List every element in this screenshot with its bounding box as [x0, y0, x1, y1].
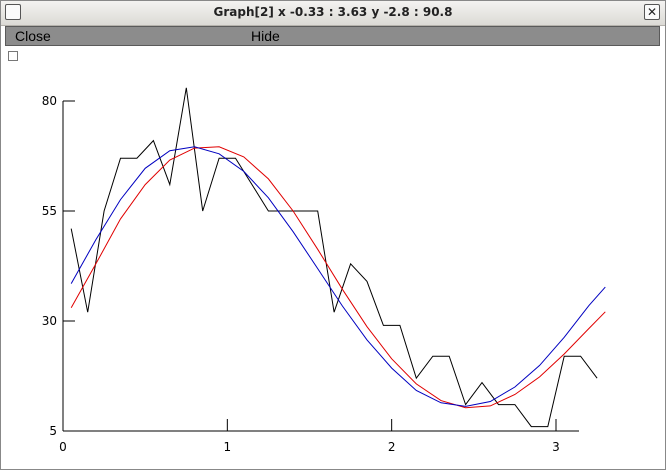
window-title: Graph[2] x -0.33 : 3.63 y -2.8 : 90.8 — [213, 5, 453, 19]
x-tick-label: 1 — [224, 440, 232, 454]
title-bar[interactable]: Graph[2] x -0.33 : 3.63 y -2.8 : 90.8 ✕ — [1, 1, 665, 26]
plot-lines — [70, 87, 606, 428]
hide-menu-item[interactable]: Hide — [251, 28, 280, 44]
window-menu-button[interactable] — [5, 4, 21, 20]
x-tick-label: 2 — [388, 440, 396, 454]
y-tick-label: 30 — [42, 314, 57, 328]
y-tick-label: 55 — [42, 204, 57, 218]
chart-axes: 0 1 2 3 5 30 55 80 — [42, 94, 579, 454]
toggle-checkbox[interactable] — [8, 51, 18, 61]
x-tick-label: 0 — [59, 440, 67, 454]
data-series-line — [70, 87, 598, 428]
close-menu-item[interactable]: Close — [15, 28, 51, 44]
menu-bar: Close Hide — [5, 26, 660, 46]
y-tick-label: 5 — [49, 424, 57, 438]
close-window-button[interactable]: ✕ — [644, 4, 660, 20]
fit-curve-line-2 — [70, 146, 606, 407]
fit-curve-line-1 — [70, 146, 606, 409]
y-tick-label: 80 — [42, 94, 57, 108]
close-icon: ✕ — [646, 5, 658, 19]
x-tick-label: 3 — [552, 440, 560, 454]
